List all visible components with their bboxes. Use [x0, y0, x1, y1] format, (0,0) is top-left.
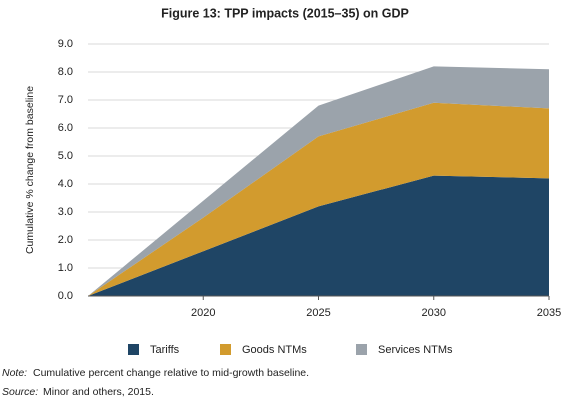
x-tick-label: 2030 — [422, 307, 446, 319]
legend-swatch — [356, 344, 367, 355]
x-tick-label: 2035 — [537, 307, 561, 319]
note: Cumulative percent change relative to mi… — [33, 367, 309, 379]
note-label: Note: — [2, 367, 27, 379]
y-axis-label: Cumulative % change from baseline — [24, 86, 36, 254]
y-tick-label: 4.0 — [58, 178, 73, 190]
y-tick-label: 8.0 — [58, 66, 73, 78]
y-tick-label: 7.0 — [58, 94, 73, 106]
y-tick-label: 0.0 — [58, 290, 73, 302]
legend-swatch — [220, 344, 231, 355]
y-tick-label: 1.0 — [58, 262, 73, 274]
area — [88, 175, 549, 296]
y-tick-label: 3.0 — [58, 206, 73, 218]
legend-label: Tariffs — [150, 344, 180, 356]
area — [88, 102, 549, 296]
legend-label: Services NTMs — [378, 344, 453, 356]
y-tick-label: 9.0 — [58, 38, 73, 50]
x-tick-label: 2020 — [191, 307, 215, 319]
y-tick-label: 5.0 — [58, 150, 73, 162]
source-label: Source: — [2, 386, 38, 398]
legend-label: Goods NTMs — [242, 344, 307, 356]
area — [88, 66, 549, 297]
x-tick-label: 2025 — [306, 307, 330, 319]
chart-title: Figure 13: TPP impacts (2015–35) on GDP — [161, 6, 409, 20]
legend-swatch — [128, 344, 139, 355]
y-tick-label: 6.0 — [58, 122, 73, 134]
source: Minor and others, 2015. — [43, 386, 154, 398]
y-tick-label: 2.0 — [58, 234, 73, 246]
